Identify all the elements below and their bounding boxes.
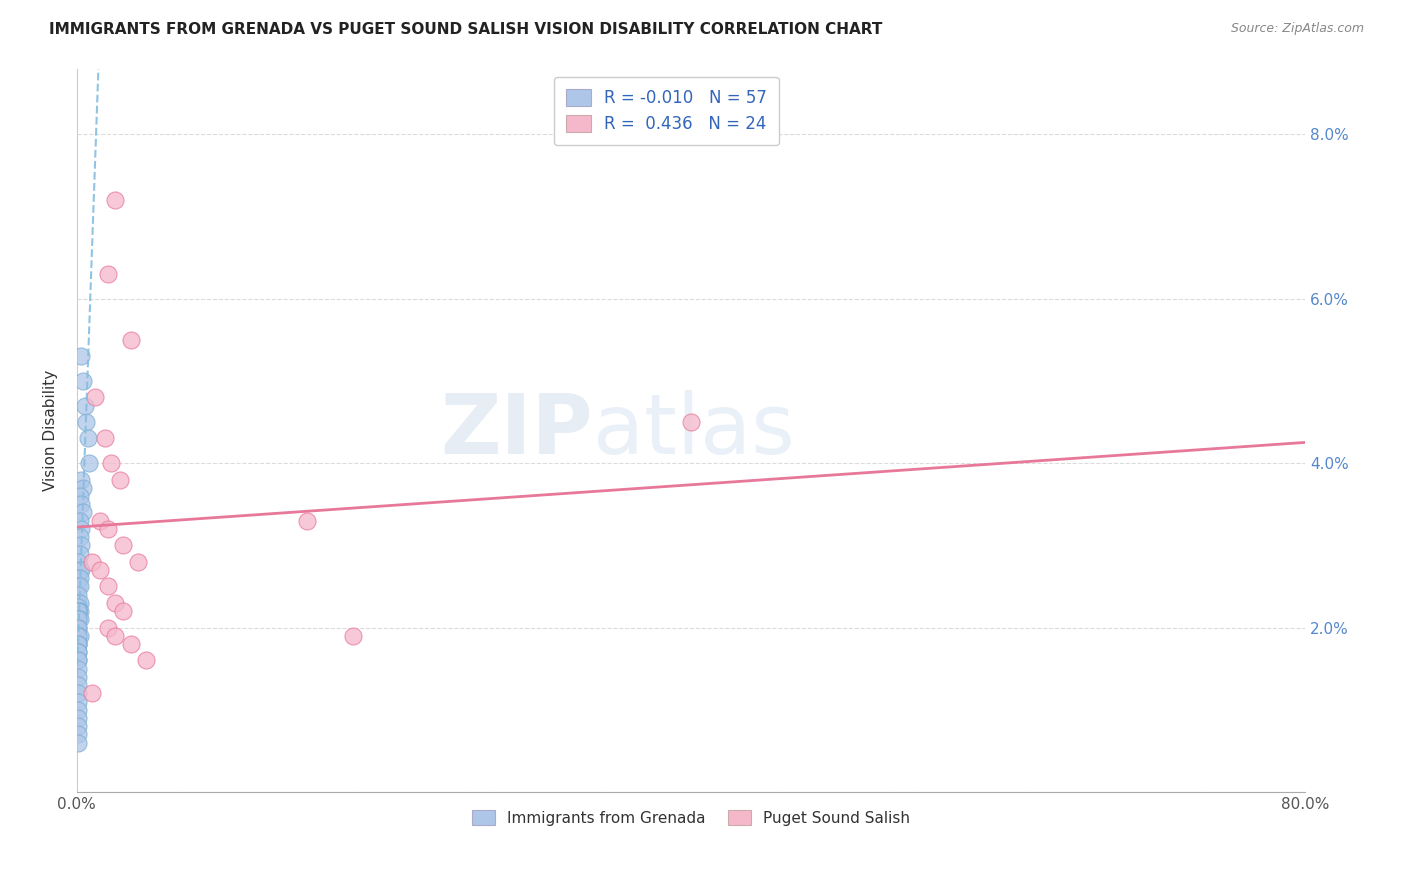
Text: ZIP: ZIP xyxy=(440,390,593,471)
Point xyxy=(69,547,91,561)
Legend: Immigrants from Grenada, Puget Sound Salish: Immigrants from Grenada, Puget Sound Sal… xyxy=(463,801,920,835)
Point xyxy=(67,637,90,651)
Point xyxy=(67,670,90,684)
Point xyxy=(97,621,120,635)
Point xyxy=(89,563,111,577)
Point xyxy=(72,481,94,495)
Point xyxy=(679,415,702,429)
Point xyxy=(70,497,93,511)
Point xyxy=(84,390,107,404)
Point xyxy=(67,612,90,626)
Point xyxy=(67,719,90,733)
Point xyxy=(72,374,94,388)
Point xyxy=(69,571,91,585)
Point xyxy=(67,599,90,614)
Point xyxy=(67,604,90,618)
Point xyxy=(70,349,93,363)
Point xyxy=(67,727,90,741)
Point xyxy=(127,555,149,569)
Text: IMMIGRANTS FROM GRENADA VS PUGET SOUND SALISH VISION DISABILITY CORRELATION CHAR: IMMIGRANTS FROM GRENADA VS PUGET SOUND S… xyxy=(49,22,883,37)
Text: Source: ZipAtlas.com: Source: ZipAtlas.com xyxy=(1230,22,1364,36)
Point xyxy=(67,637,90,651)
Point xyxy=(97,579,120,593)
Point xyxy=(295,514,318,528)
Point xyxy=(69,563,91,577)
Point xyxy=(69,579,91,593)
Point xyxy=(76,432,98,446)
Point xyxy=(69,612,91,626)
Point xyxy=(93,432,115,446)
Point xyxy=(104,596,127,610)
Point xyxy=(67,694,90,708)
Point xyxy=(67,653,90,667)
Point xyxy=(70,563,93,577)
Point xyxy=(67,621,90,635)
Point xyxy=(67,588,90,602)
Point xyxy=(67,604,90,618)
Point xyxy=(67,653,90,667)
Point xyxy=(67,571,90,585)
Point xyxy=(69,489,91,503)
Point xyxy=(67,637,90,651)
Point xyxy=(67,579,90,593)
Point xyxy=(104,193,127,207)
Point xyxy=(67,629,90,643)
Point xyxy=(73,399,96,413)
Point xyxy=(67,645,90,659)
Point xyxy=(69,596,91,610)
Point xyxy=(70,522,93,536)
Point xyxy=(120,333,142,347)
Point xyxy=(82,555,104,569)
Point xyxy=(67,604,90,618)
Point xyxy=(67,555,90,569)
Point xyxy=(67,703,90,717)
Point xyxy=(89,514,111,528)
Point xyxy=(67,662,90,676)
Point xyxy=(108,473,131,487)
Point xyxy=(69,530,91,544)
Point xyxy=(67,678,90,692)
Point xyxy=(100,456,122,470)
Point xyxy=(67,604,90,618)
Point xyxy=(120,637,142,651)
Point xyxy=(69,629,91,643)
Point xyxy=(82,686,104,700)
Point xyxy=(70,538,93,552)
Text: atlas: atlas xyxy=(593,390,794,471)
Point xyxy=(67,686,90,700)
Point xyxy=(97,267,120,281)
Point xyxy=(69,514,91,528)
Point xyxy=(67,645,90,659)
Point xyxy=(67,596,90,610)
Point xyxy=(69,604,91,618)
Point xyxy=(75,415,97,429)
Point xyxy=(111,538,134,552)
Point xyxy=(104,629,127,643)
Point xyxy=(70,473,93,487)
Point xyxy=(72,505,94,519)
Point xyxy=(135,653,157,667)
Point xyxy=(67,711,90,725)
Y-axis label: Vision Disability: Vision Disability xyxy=(44,369,58,491)
Point xyxy=(77,456,100,470)
Point xyxy=(67,612,90,626)
Point xyxy=(342,629,364,643)
Point xyxy=(67,621,90,635)
Point xyxy=(67,604,90,618)
Point xyxy=(97,522,120,536)
Point xyxy=(111,604,134,618)
Point xyxy=(67,736,90,750)
